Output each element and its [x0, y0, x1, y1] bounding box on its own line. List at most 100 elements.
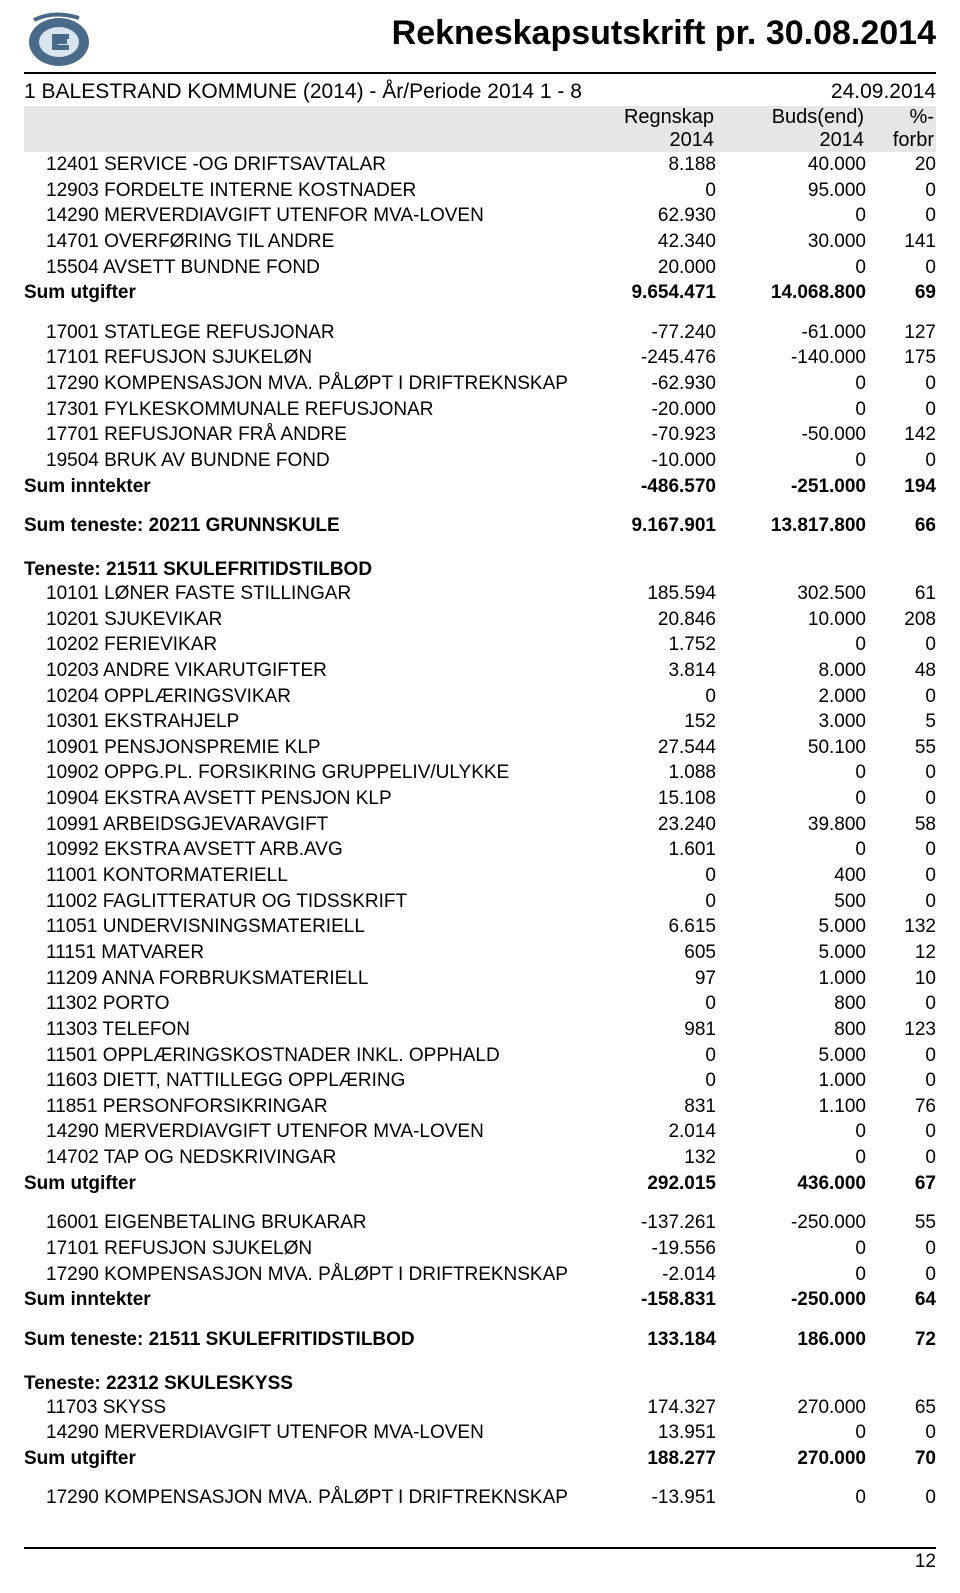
cell-pct: 0: [866, 448, 936, 474]
cell-budsend: 14.068.800: [716, 280, 866, 306]
teneste-heading: Teneste: 22312 SKULESKYSS: [24, 1373, 936, 1395]
cell-pct: 66: [866, 513, 936, 539]
table-row: 11603 DIETT, NATTILLEGG OPPLÆRING01.0000: [24, 1068, 936, 1094]
cell-pct: 61: [866, 581, 936, 607]
table-row: 10301 EKSTRAHJELP1523.0005: [24, 709, 936, 735]
cell-budsend: 8.000: [716, 658, 866, 684]
table-row: 17001 STATLEGE REFUSJONAR-77.240-61.0001…: [24, 320, 936, 346]
cell-desc: 17101 REFUSJON SJUKELØN: [24, 345, 586, 371]
cell-budsend: 40.000: [716, 152, 866, 178]
page-number: 12: [24, 1551, 936, 1573]
cell-desc: 10203 ANDRE VIKARUTGIFTER: [24, 658, 586, 684]
cell-pct: 123: [866, 1017, 936, 1043]
cell-regnskap: 6.615: [586, 914, 716, 940]
cell-desc: 10301 EKSTRAHJELP: [24, 709, 586, 735]
cell-pct: 0: [866, 1043, 936, 1069]
cell-regnskap: -70.923: [586, 422, 716, 448]
cell-pct: 55: [866, 735, 936, 761]
section-row: Sum teneste: 20211 GRUNNSKULE9.167.90113…: [24, 513, 936, 539]
cell-budsend: 0: [716, 1420, 866, 1446]
cell-budsend: 186.000: [716, 1327, 866, 1353]
cell-pct: 127: [866, 320, 936, 346]
cell-regnskap: 97: [586, 966, 716, 992]
column-header: Regnskap Buds(end) %- 2014 2014 forbr: [24, 106, 936, 152]
cell-pct: 132: [866, 914, 936, 940]
table-row: 17290 KOMPENSASJON MVA. PÅLØPT I DRIFTRE…: [24, 1485, 936, 1511]
cell-regnskap: -2.014: [586, 1262, 716, 1288]
cell-regnskap: 20.000: [586, 255, 716, 281]
cell-pct: 0: [866, 1236, 936, 1262]
cell-pct: 175: [866, 345, 936, 371]
cell-desc: 17001 STATLEGE REFUSJONAR: [24, 320, 586, 346]
cell-pct: 0: [866, 684, 936, 710]
cell-pct: 0: [866, 1145, 936, 1171]
cell-desc: 17290 KOMPENSASJON MVA. PÅLØPT I DRIFTRE…: [24, 1262, 586, 1288]
cell-pct: 0: [866, 1485, 936, 1511]
cell-pct: 0: [866, 863, 936, 889]
cell-desc: 10202 FERIEVIKAR: [24, 632, 586, 658]
spacer: [24, 539, 936, 553]
cell-budsend: -251.000: [716, 474, 866, 500]
cell-budsend: 1.000: [716, 966, 866, 992]
cell-desc: Sum inntekter: [24, 1287, 586, 1313]
cell-regnskap: 0: [586, 684, 716, 710]
cell-desc: Sum utgifter: [24, 280, 586, 306]
cell-desc: 11603 DIETT, NATTILLEGG OPPLÆRING: [24, 1068, 586, 1094]
cell-regnskap: 185.594: [586, 581, 716, 607]
cell-desc: 17701 REFUSJONAR FRÅ ANDRE: [24, 422, 586, 448]
cell-regnskap: 831: [586, 1094, 716, 1120]
cell-desc: Sum inntekter: [24, 474, 586, 500]
cell-desc: 12401 SERVICE -OG DRIFTSAVTALAR: [24, 152, 586, 178]
table-row: 10992 EKSTRA AVSETT ARB.AVG1.60100: [24, 837, 936, 863]
table-row: 11151 MATVARER6055.00012: [24, 940, 936, 966]
rows-container: 12401 SERVICE -OG DRIFTSAVTALAR8.18840.0…: [24, 152, 936, 1511]
cell-desc: 16001 EIGENBETALING BRUKARAR: [24, 1210, 586, 1236]
cell-regnskap: -245.476: [586, 345, 716, 371]
cell-desc: Sum utgifter: [24, 1446, 586, 1472]
cell-budsend: 0: [716, 837, 866, 863]
cell-budsend: 13.817.800: [716, 513, 866, 539]
logo-icon: [24, 12, 94, 68]
col-budsend-year: 2014: [714, 129, 864, 152]
cell-budsend: 1.100: [716, 1094, 866, 1120]
table-row: 11001 KONTORMATERIELL04000: [24, 863, 936, 889]
col-pct-head: %-: [864, 106, 934, 129]
cell-budsend: 0: [716, 1145, 866, 1171]
cell-budsend: 500: [716, 889, 866, 915]
spacer: [24, 1471, 936, 1485]
sum-row: Sum inntekter-486.570-251.000194: [24, 474, 936, 500]
cell-regnskap: -77.240: [586, 320, 716, 346]
cell-regnskap: 23.240: [586, 812, 716, 838]
cell-budsend: 3.000: [716, 709, 866, 735]
cell-budsend: -50.000: [716, 422, 866, 448]
table-row: 14702 TAP OG NEDSKRIVINGAR13200: [24, 1145, 936, 1171]
cell-desc: 11051 UNDERVISNINGSMATERIELL: [24, 914, 586, 940]
cell-regnskap: 2.014: [586, 1119, 716, 1145]
cell-desc: 11209 ANNA FORBRUKSMATERIELL: [24, 966, 586, 992]
cell-regnskap: 42.340: [586, 229, 716, 255]
cell-regnskap: 188.277: [586, 1446, 716, 1472]
cell-desc: 10901 PENSJONSPREMIE KLP: [24, 735, 586, 761]
cell-pct: 141: [866, 229, 936, 255]
cell-desc: 10902 OPPG.PL. FORSIKRING GRUPPELIV/ULYK…: [24, 760, 586, 786]
cell-regnskap: 133.184: [586, 1327, 716, 1353]
cell-pct: 0: [866, 178, 936, 204]
cell-regnskap: 9.654.471: [586, 280, 716, 306]
cell-pct: 55: [866, 1210, 936, 1236]
table-row: 17301 FYLKESKOMMUNALE REFUSJONAR-20.0000…: [24, 397, 936, 423]
cell-budsend: 436.000: [716, 1171, 866, 1197]
cell-regnskap: 0: [586, 889, 716, 915]
cell-regnskap: 27.544: [586, 735, 716, 761]
table-row: 10901 PENSJONSPREMIE KLP27.54450.10055: [24, 735, 936, 761]
cell-regnskap: 0: [586, 991, 716, 1017]
cell-budsend: 5.000: [716, 1043, 866, 1069]
cell-pct: 76: [866, 1094, 936, 1120]
cell-pct: 72: [866, 1327, 936, 1353]
cell-regnskap: -10.000: [586, 448, 716, 474]
table-row: 11302 PORTO08000: [24, 991, 936, 1017]
table-row: 17701 REFUSJONAR FRÅ ANDRE-70.923-50.000…: [24, 422, 936, 448]
cell-desc: 17301 FYLKESKOMMUNALE REFUSJONAR: [24, 397, 586, 423]
cell-budsend: 5.000: [716, 940, 866, 966]
cell-regnskap: 0: [586, 1043, 716, 1069]
col-forbr: forbr: [864, 129, 934, 152]
